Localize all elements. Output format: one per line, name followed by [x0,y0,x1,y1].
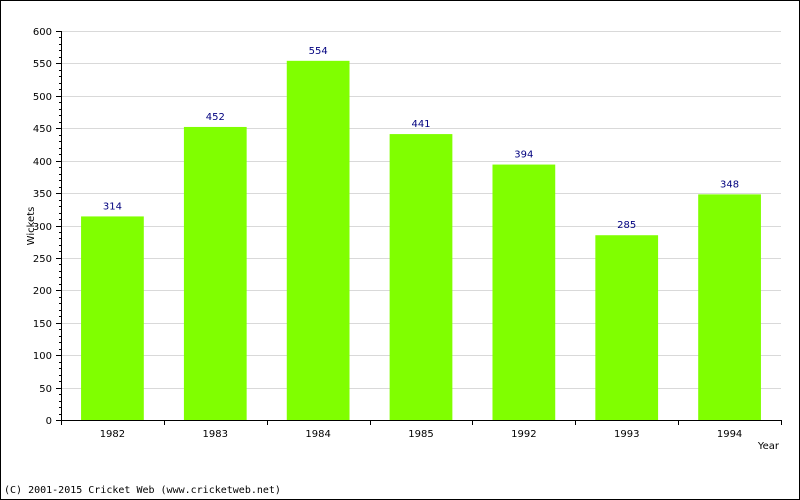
x-tick-label-1994: 1994 [717,429,742,440]
y-tick-label: 50 [39,384,52,395]
copyright-footer: (C) 2001-2015 Cricket Web (www.cricketwe… [4,485,281,496]
bar-1994 [698,194,761,420]
axes [56,31,782,425]
y-tick-label: 200 [33,286,52,297]
x-tick-label-1992: 1992 [511,429,536,440]
x-tick-label-1993: 1993 [614,429,639,440]
bar-1984 [286,60,350,420]
y-tick-label: 0 [46,416,52,427]
bar-1993 [595,235,659,420]
value-label-1982: 314 [103,201,122,212]
x-tick-label-1984: 1984 [305,429,330,440]
value-label-1983: 452 [206,112,225,123]
y-tick-label: 150 [33,319,52,330]
bar-1992 [492,164,556,420]
labels: 0 50 100 150 200 250 300 350 400 450 500 550 600 314 1… [33,27,742,440]
y-tick-label: 500 [33,92,52,103]
bar-1983 [183,126,247,420]
x-tick-label-1985: 1985 [408,429,433,440]
value-label-1993: 285 [617,220,636,231]
y-axis-title: Wickets [26,207,37,246]
value-label-1984: 554 [309,46,328,57]
bar-1982 [81,216,144,420]
y-tick-label: 450 [33,124,52,135]
y-tick-label: 100 [33,351,52,362]
x-tick-label-1982: 1982 [100,429,125,440]
bar-1985 [389,134,453,420]
y-tick-label: 250 [33,254,52,265]
value-label-1992: 394 [514,150,533,161]
y-tick-label: 350 [33,189,52,200]
bars [81,60,761,420]
x-tick-label-1983: 1983 [203,429,228,440]
value-label-1994: 348 [720,179,739,190]
y-tick-label: 550 [33,59,52,70]
x-axis-title: Year [757,441,780,452]
value-label-1985: 441 [411,119,430,130]
gridlines [61,31,781,389]
y-tick-label: 400 [33,157,52,168]
y-tick-label: 600 [33,27,52,38]
y-tick-label: 300 [33,222,52,233]
